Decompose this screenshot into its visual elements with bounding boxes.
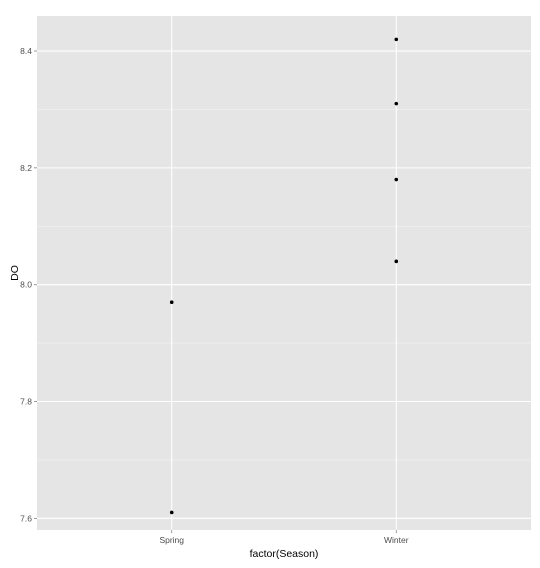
y-tick-label: 8.0: [20, 280, 32, 290]
y-tick-label: 8.2: [20, 163, 32, 173]
y-axis-title: DO: [9, 265, 21, 281]
data-point: [394, 37, 399, 42]
data-point: [169, 510, 174, 515]
x-tick-label: Spring: [159, 535, 184, 545]
x-axis-title: factor(Season): [250, 548, 319, 560]
major-grid: [37, 16, 531, 530]
plot-panel: [37, 16, 531, 530]
y-axis-ticks: 7.6 7.8 8.0 8.2 8.4: [20, 46, 37, 523]
y-tick-label: 7.6: [20, 513, 32, 523]
data-point: [394, 177, 399, 182]
minor-grid: [37, 109, 531, 461]
data-point: [394, 259, 399, 264]
data-points: [169, 37, 399, 515]
y-tick-label: 8.4: [20, 46, 32, 56]
data-point: [169, 300, 174, 305]
data-point: [394, 101, 399, 106]
y-tick-label: 7.8: [20, 397, 32, 407]
x-axis-ticks: Spring Winter: [159, 530, 409, 545]
x-tick-label: Winter: [384, 535, 409, 545]
